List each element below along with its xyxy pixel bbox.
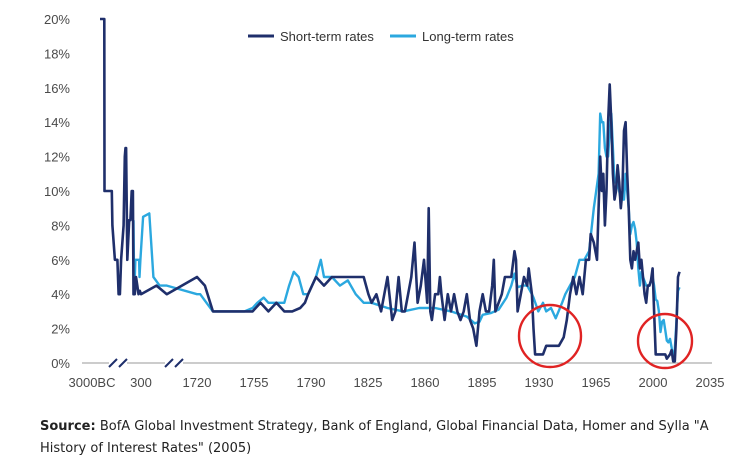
y-tick-label: 20% — [44, 12, 70, 27]
axis-break-mark — [108, 358, 128, 368]
axis-break-mark — [164, 358, 184, 368]
y-axis-ticks: 0% 2% 4% 6% 8% 10% 12% 14% 16% 18% 20% — [44, 12, 70, 371]
x-tick-label: 1720 — [183, 375, 212, 390]
legend: Short-term rates Long-term rates — [248, 29, 514, 44]
y-tick-label: 6% — [51, 253, 70, 268]
x-tick-label: 1895 — [468, 375, 497, 390]
axis-break-stroke — [118, 358, 128, 368]
interest-rate-chart: 0% 2% 4% 6% 8% 10% 12% 14% 16% 18% 20% 3000BC 300 17… — [44, 12, 725, 390]
highlight-circles — [517, 303, 694, 370]
y-tick-label: 2% — [51, 322, 70, 337]
y-tick-label: 12% — [44, 150, 70, 165]
axis-break-gap — [109, 358, 127, 368]
y-tick-label: 14% — [44, 115, 70, 130]
x-tick-label: 1755 — [240, 375, 269, 390]
y-tick-label: 18% — [44, 46, 70, 61]
legend-long-term-label: Long-term rates — [422, 29, 514, 44]
long-term-rates-line — [132, 112, 681, 359]
y-tick-label: 8% — [51, 218, 70, 233]
legend-short-term-label: Short-term rates — [280, 29, 374, 44]
source-text: BofA Global Investment Strategy, Bank of… — [40, 419, 709, 456]
y-tick-label: 4% — [51, 287, 70, 302]
x-tick-label: 2000 — [639, 375, 668, 390]
x-tick-label: 1965 — [582, 375, 611, 390]
series-lines — [100, 17, 681, 363]
x-tick-label: 1860 — [411, 375, 440, 390]
x-tick-label: 1790 — [297, 375, 326, 390]
x-tick-label: 2035 — [696, 375, 725, 390]
highlight-circle — [517, 303, 583, 369]
x-tick-label: 300 — [130, 375, 152, 390]
x-tick-label: 1930 — [525, 375, 554, 390]
axis-break-gap — [165, 358, 183, 368]
x-tick-label: 1825 — [354, 375, 383, 390]
axis-break-stroke — [108, 358, 118, 368]
short-term-rates-line — [100, 17, 681, 363]
y-tick-label: 0% — [51, 356, 70, 371]
y-tick-label: 16% — [44, 81, 70, 96]
x-axis: 3000BC 300 1720 1755 1790 1825 1860 1895 1930 196… — [69, 358, 725, 390]
source-label: Source: — [40, 419, 96, 434]
x-tick-label: 3000BC — [69, 375, 116, 390]
y-tick-label: 10% — [44, 184, 70, 199]
source-note: Source: BofA Global Investment Strategy,… — [40, 416, 730, 460]
axis-break-stroke — [164, 358, 174, 368]
axis-break-stroke — [174, 358, 184, 368]
highlight-circle — [636, 312, 694, 370]
